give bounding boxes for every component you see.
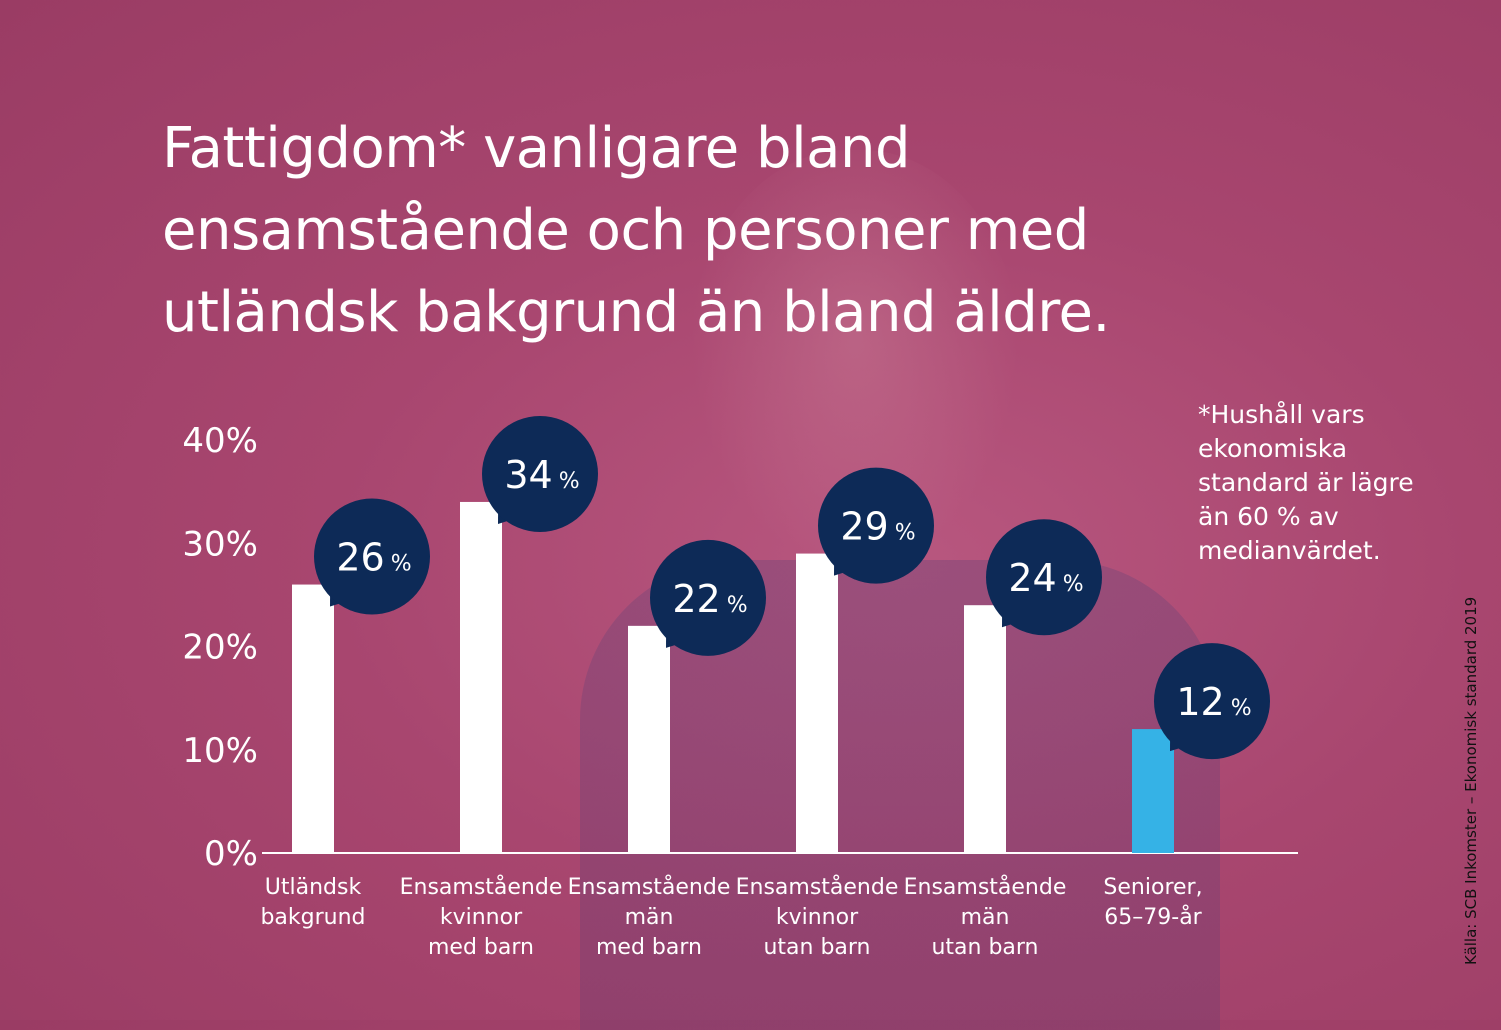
data-label-value: 29 [840, 505, 888, 549]
bar [964, 605, 1006, 853]
x-category-label: Ensamstående [568, 874, 731, 900]
x-category-label: utan barn [931, 935, 1038, 960]
x-category-label: kvinnor [776, 905, 859, 930]
y-tick-label: 0% [204, 834, 258, 874]
data-label-value: 22 [672, 577, 720, 621]
bar [460, 501, 502, 853]
x-category-label: Seniorer, [1103, 875, 1202, 900]
speech-bubble [482, 415, 598, 532]
footnote: *Hushåll vars ekonomiska standard är läg… [1198, 398, 1438, 568]
footnote-line-4: än 60 % av [1198, 502, 1339, 531]
x-category-label: Ensamstående [736, 874, 899, 900]
data-label: 26% [336, 536, 411, 580]
footnote-line-3: standard är lägre [1198, 468, 1414, 497]
title-line-1: Fattigdom* vanligare bland [162, 116, 911, 181]
x-category-label: utan barn [763, 935, 870, 960]
chart-title: Fattigdom* vanligare bland ensamstående … [162, 108, 1110, 354]
x-category-label: Ensamstående [904, 874, 1067, 900]
data-label-value: 34 [504, 453, 552, 497]
data-label: 12% [1176, 680, 1251, 724]
x-category-label: Ensamstående [400, 874, 563, 900]
data-label: 34% [504, 453, 579, 497]
speech-bubble [314, 498, 430, 615]
y-tick-label: 40% [182, 421, 258, 461]
speech-bubble [650, 539, 766, 656]
bar [628, 625, 670, 853]
data-label-unit: % [1231, 696, 1252, 721]
data-label: 22% [672, 577, 747, 621]
footnote-line-1: *Hushåll vars [1198, 400, 1365, 429]
speech-bubble [1154, 643, 1270, 760]
x-category-label: bakgrund [260, 905, 365, 930]
x-category-label: med barn [428, 935, 534, 960]
bar [292, 584, 334, 853]
data-label-unit: % [895, 521, 916, 546]
footnote-line-5: medianvärdet. [1198, 536, 1381, 565]
data-label-value: 24 [1008, 556, 1056, 600]
bar [1132, 729, 1174, 853]
speech-bubble [818, 467, 934, 584]
y-tick-label: 30% [182, 524, 258, 564]
speech-bubble [986, 519, 1102, 636]
title-line-2: ensamstående och personer med [162, 198, 1089, 263]
data-label-unit: % [391, 552, 412, 577]
data-label: 29% [840, 505, 915, 549]
data-label-unit: % [559, 469, 580, 494]
data-label: 24% [1008, 556, 1083, 600]
x-category-label: män [625, 905, 674, 930]
x-category-label: Utländsk [265, 875, 362, 900]
x-category-label: kvinnor [440, 905, 523, 930]
title-line-3: utländsk bakgrund än bland äldre. [162, 280, 1110, 345]
y-tick-label: 10% [182, 731, 258, 771]
x-category-label: med barn [596, 935, 702, 960]
data-label-value: 26 [336, 536, 384, 580]
data-label-unit: % [1063, 572, 1084, 597]
data-label-value: 12 [1176, 680, 1224, 724]
data-label-unit: % [727, 593, 748, 618]
bar [796, 553, 838, 853]
x-category-label: 65–79-år [1104, 904, 1202, 930]
footnote-line-2: ekonomiska [1198, 434, 1348, 463]
y-tick-label: 20% [182, 628, 258, 668]
x-category-label: män [961, 905, 1010, 930]
